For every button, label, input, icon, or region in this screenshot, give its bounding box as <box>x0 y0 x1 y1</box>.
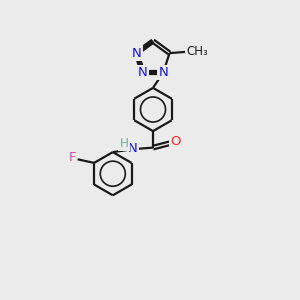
Text: O: O <box>170 135 181 148</box>
Text: N: N <box>138 66 148 79</box>
Text: CH₃: CH₃ <box>187 45 208 58</box>
Text: N: N <box>128 142 138 155</box>
Text: F: F <box>68 151 76 164</box>
Text: N: N <box>132 46 141 60</box>
Text: H: H <box>119 136 128 150</box>
Text: N: N <box>158 66 168 79</box>
